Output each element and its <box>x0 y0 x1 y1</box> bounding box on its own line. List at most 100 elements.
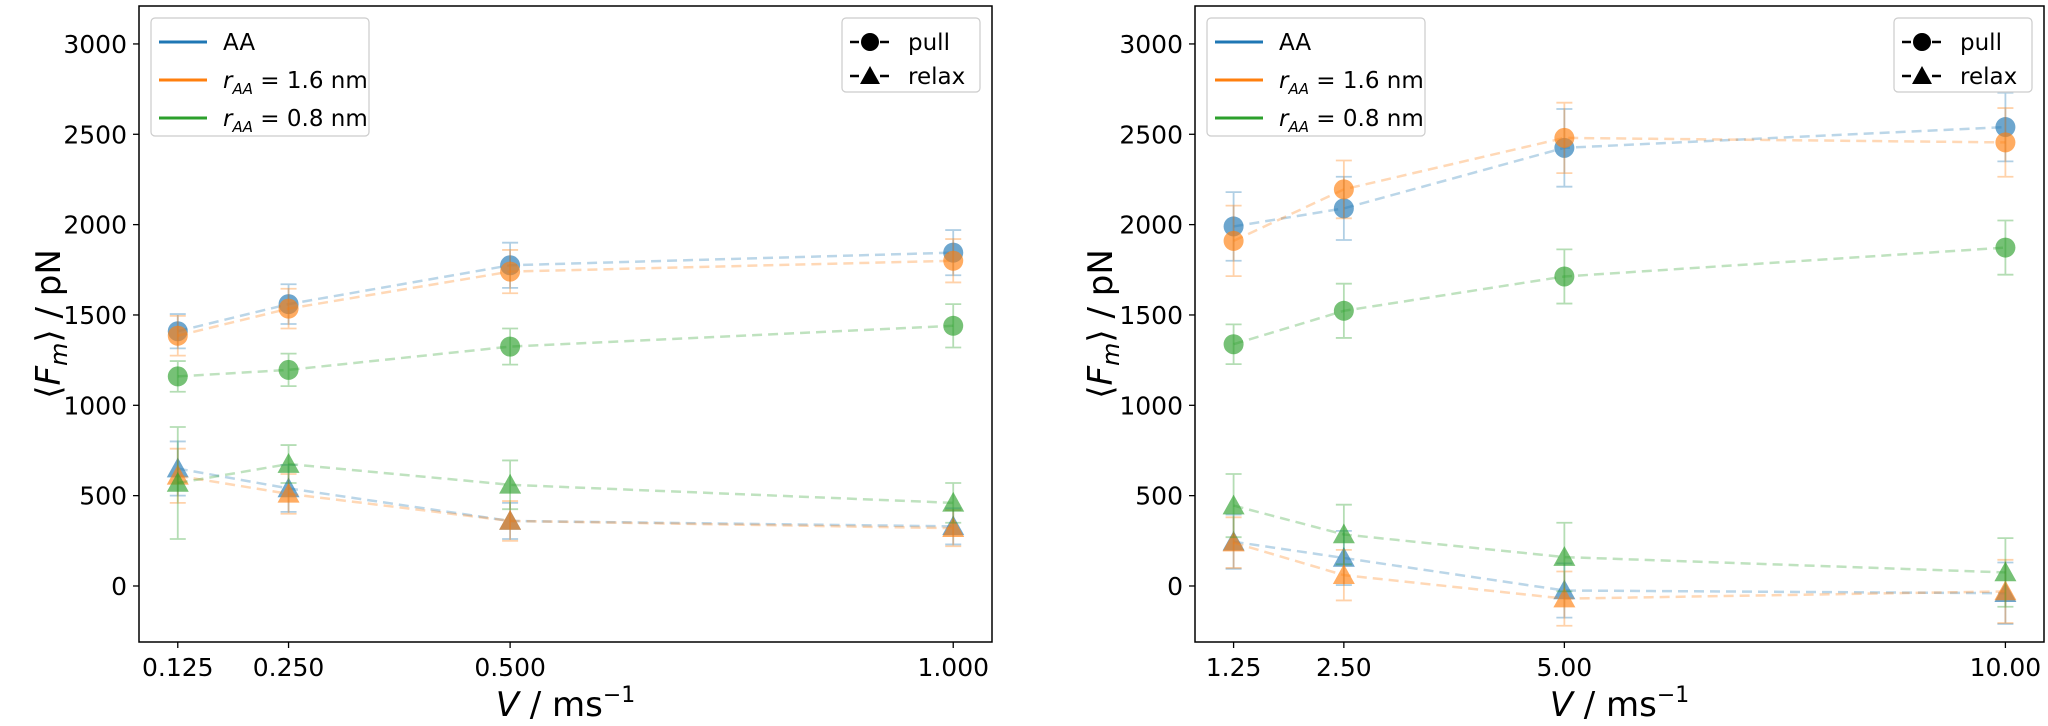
y-tick-label: 3000 <box>63 30 127 59</box>
circle-marker-icon <box>861 33 879 51</box>
data-point <box>1333 198 1354 219</box>
data-point <box>278 298 299 319</box>
y-tick-label: 0 <box>1167 572 1183 601</box>
series-line <box>1233 125 2006 228</box>
series-line <box>177 474 954 530</box>
triangle-marker-icon <box>1912 66 1932 84</box>
axes-frame <box>1194 5 2045 643</box>
y-axis-label: ⟨Fm⟩ / pN <box>1081 249 1125 399</box>
y-tick-label: 2000 <box>1119 211 1183 240</box>
legend-box <box>150 17 370 137</box>
y-tick-label: 1000 <box>1119 391 1183 420</box>
series-r08-relax <box>1222 473 2017 608</box>
x-tick-label: 1.000 <box>917 653 989 682</box>
data-point <box>277 482 300 503</box>
data-point <box>499 509 522 530</box>
legend-label-AA: AA <box>223 30 255 56</box>
data-point <box>943 250 964 271</box>
x-tick-label: 5.00 <box>1537 653 1593 682</box>
data-point <box>500 336 521 357</box>
data-point <box>1332 523 1355 544</box>
series-line <box>1233 136 2006 243</box>
data-point <box>1223 230 1244 251</box>
chart-panel-1: 0 500 1000 1500 2000 2500 3000 0.125 0.250 0.500 1… <box>29 5 993 725</box>
data-point <box>1553 546 1576 566</box>
legend-markers: pull relax <box>841 17 981 93</box>
x-tick-label: 10.00 <box>1970 653 2042 682</box>
legend-label-r16: rAA = 1.6 nm <box>223 68 368 98</box>
series-line <box>177 462 954 505</box>
data-point <box>167 325 188 346</box>
legend-label-r08: rAA = 0.8 nm <box>1279 106 1424 136</box>
x-tick-label: 0.500 <box>474 653 546 682</box>
y-tick-label: 2500 <box>1119 120 1183 149</box>
series-r16-relax <box>166 447 965 548</box>
series-r08-pull <box>167 303 964 393</box>
series-r16-pull <box>167 238 964 357</box>
series-line <box>1233 246 2006 346</box>
series-r08-relax <box>166 426 965 540</box>
legend-groups: AA rAA = 1.6 nm rAA = 0.8 nm <box>1206 17 1426 137</box>
y-tick-label: 2500 <box>63 120 127 149</box>
data-point <box>1995 117 2016 138</box>
data-point <box>278 359 299 380</box>
data-point <box>166 472 189 492</box>
data-point <box>1333 300 1354 321</box>
series-line <box>1233 504 2006 574</box>
series-line <box>1233 541 2006 600</box>
y-tick-label: 500 <box>1135 482 1183 511</box>
chart-panel-2: 0 500 1000 1500 2000 2500 3000 1.25 2.50 5.00 10.0… <box>1081 5 2045 725</box>
data-point <box>1332 564 1355 584</box>
series-r08-pull <box>1223 219 2016 366</box>
data-point <box>1333 179 1354 200</box>
data-point <box>1995 132 2016 153</box>
data-point <box>1995 237 2016 258</box>
data-point <box>942 517 965 537</box>
y-tick-label: 2000 <box>63 211 127 240</box>
series-line <box>177 467 954 528</box>
legend-box <box>1206 17 1426 137</box>
series-line <box>1233 540 2006 595</box>
series-r16-pull <box>1223 101 2016 278</box>
x-axis-label: V / ms−1 <box>496 683 636 725</box>
data-point <box>1994 580 2017 601</box>
axes-frame <box>138 5 993 643</box>
data-point <box>1223 216 1244 237</box>
legend-label-relax: relax <box>1960 64 2017 90</box>
data-point <box>167 366 188 387</box>
y-tick-label: 1500 <box>1119 301 1183 330</box>
x-axis-label: V / ms−1 <box>1550 683 1690 725</box>
y-axis-label: ⟨Fm⟩ / pN <box>29 249 73 399</box>
legend-label-pull: pull <box>908 30 950 56</box>
triangle-marker-icon <box>860 66 880 84</box>
legend-markers: pull relax <box>1893 17 2033 93</box>
legend-label-r16: rAA = 1.6 nm <box>1279 68 1424 98</box>
x-tick-label: 0.125 <box>142 653 214 682</box>
legend-label-pull: pull <box>1960 30 2002 56</box>
x-tick-label: 1.25 <box>1206 653 1262 682</box>
x-tick-label: 2.50 <box>1316 653 1372 682</box>
y-tick-label: 1500 <box>63 301 127 330</box>
series-line <box>177 259 954 337</box>
legend-groups: AA rAA = 1.6 nm rAA = 0.8 nm <box>150 17 370 137</box>
legend-label-AA: AA <box>1279 30 1311 56</box>
data-point <box>277 453 300 473</box>
y-tick-label: 500 <box>79 482 127 511</box>
data-point <box>500 261 521 282</box>
circle-marker-icon <box>1913 33 1931 51</box>
data-point <box>1994 561 2017 582</box>
data-point <box>1222 494 1245 515</box>
x-tick-label: 0.250 <box>253 653 325 682</box>
data-point <box>1554 127 1575 148</box>
data-point <box>942 491 965 512</box>
series-line <box>177 324 954 378</box>
y-tick-label: 1000 <box>63 391 127 420</box>
data-point <box>1223 334 1244 355</box>
data-point <box>1554 266 1575 287</box>
y-tick-label: 3000 <box>1119 30 1183 59</box>
series-line <box>177 251 954 333</box>
legend-label-r08: rAA = 0.8 nm <box>223 106 368 136</box>
y-tick-label: 0 <box>111 572 127 601</box>
legend-label-relax: relax <box>908 64 965 90</box>
